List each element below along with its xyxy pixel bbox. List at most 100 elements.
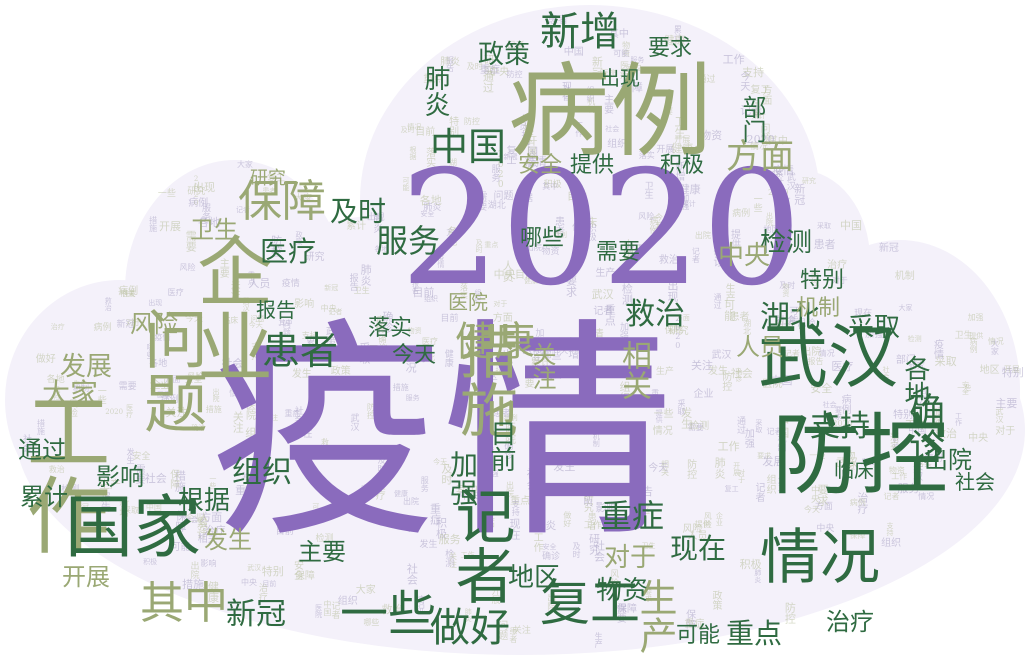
filler-word: 社会: [525, 468, 539, 491]
filler-word: 疫情: [154, 333, 171, 342]
filler-word: 工作: [460, 550, 475, 559]
filler-word: 医疗: [617, 61, 628, 80]
filler-word: 采取: [817, 222, 832, 231]
word-qingkuang: 情况: [760, 523, 880, 593]
filler-word: 出院: [525, 242, 542, 252]
filler-word: 人员: [501, 259, 515, 282]
filler-word: 可能: [722, 298, 736, 321]
filler-word: 今天: [626, 340, 645, 351]
filler-word: 重点: [423, 74, 444, 86]
filler-word: 大家: [355, 585, 376, 597]
filler-word: 措施: [148, 215, 158, 232]
filler-word: 病例: [93, 323, 112, 334]
filler-word: 治疗: [50, 322, 65, 331]
filler-word: 积极: [143, 557, 158, 566]
filler-word: 武汉: [994, 406, 1004, 423]
filler-word: 中国: [908, 426, 927, 437]
filler-word: 情况: [818, 349, 835, 359]
filler-word: 确诊: [711, 245, 725, 268]
filler-word: 记者: [753, 481, 765, 502]
filler-word: 复工: [503, 145, 515, 166]
filler-word: 可能: [613, 48, 630, 58]
filler-word: 肺炎: [753, 569, 762, 584]
filler-word: 累计: [346, 221, 367, 233]
filler-word: 国家: [249, 494, 258, 509]
filler-word: 湖北: [448, 158, 458, 175]
word-yingxiang: 影响: [96, 463, 144, 491]
filler-word: 一些: [95, 386, 106, 405]
filler-word: 卫生: [673, 116, 687, 139]
filler-word: 目前: [415, 126, 436, 138]
filler-word: 疫情: [373, 314, 384, 333]
filler-word: 今天: [803, 504, 820, 514]
filler-word: 中国: [563, 47, 584, 59]
filler-word: 提供: [694, 519, 711, 529]
filler-word: 情况: [987, 336, 1004, 346]
filler-word: 相关: [197, 533, 218, 545]
filler-word: 服务: [405, 393, 420, 402]
filler-word: 患者: [493, 408, 512, 419]
filler-word: 特别: [261, 564, 284, 578]
filler-word: 复工: [267, 173, 286, 184]
word-chuyuan: 出院: [924, 446, 972, 474]
filler-word: 记者: [740, 103, 763, 117]
filler-word: 发生: [126, 447, 136, 464]
filler-word: 大家: [407, 351, 430, 365]
filler-word: 武汉: [625, 64, 642, 74]
word-keneng: 可能: [676, 623, 721, 648]
filler-word: 工作: [574, 121, 584, 138]
filler-word: 工作: [954, 412, 963, 427]
filler-word: 保障: [664, 325, 683, 336]
filler-word: 防控: [269, 235, 283, 258]
filler-word: 主要: [217, 257, 229, 278]
filler-word: 对于: [623, 243, 646, 257]
word-jizhi: 机制: [796, 296, 841, 321]
filler-word: 措施: [205, 405, 222, 415]
filler-word: 发生: [679, 406, 693, 429]
filler-word: 开展: [674, 135, 691, 145]
word-zhongdian: 重点: [726, 617, 783, 650]
filler-word: 服务: [630, 55, 645, 64]
filler-word: 研究: [187, 186, 206, 197]
word-bumen: 部门: [738, 95, 766, 143]
filler-word: 保障: [354, 445, 375, 457]
filler-word: 主要: [665, 100, 674, 115]
filler-word: 工作: [531, 531, 543, 552]
filler-word: 落实: [423, 147, 435, 168]
filler-word: 机制: [592, 432, 601, 447]
filler-word: 治疗: [256, 582, 267, 601]
filler-word: 措施: [36, 418, 46, 435]
filler-word: 可能: [779, 197, 790, 216]
filler-word: 肺炎: [464, 607, 473, 622]
filler-word: 物资: [842, 449, 854, 470]
filler-word: 及时: [377, 456, 387, 473]
filler-word: 措施: [561, 370, 578, 380]
word-yiliao: 医疗: [260, 235, 317, 268]
filler-word: 医院: [601, 68, 616, 77]
filler-word: 记者: [766, 426, 783, 436]
filler-word: 风险: [797, 318, 816, 329]
filler-word: 开展: [489, 586, 500, 605]
word-anquan: 安全: [518, 153, 563, 178]
filler-word: 支持: [742, 65, 765, 79]
filler-word: 保障: [616, 603, 637, 615]
filler-word: 安全: [242, 477, 254, 498]
filler-word: 其中: [278, 318, 293, 327]
filler-word: 生产: [655, 366, 674, 377]
filler-word: 武汉: [242, 296, 251, 311]
filler-word: 现在: [532, 345, 542, 362]
filler-word: 问题: [495, 619, 507, 640]
filler-word: 出现: [665, 280, 679, 303]
filler-word: 现在: [508, 518, 522, 541]
filler-word: 主要: [995, 397, 1018, 411]
filler-word: 报告: [98, 491, 110, 512]
filler-word: 情况: [591, 328, 605, 351]
filler-word: 出院: [765, 211, 774, 226]
filler-word: 防控: [366, 402, 376, 419]
filler-word: 影响: [581, 488, 592, 507]
filler-word: 新增: [673, 161, 685, 182]
word-jishi: 及时: [330, 195, 387, 228]
filler-word: 各地: [149, 358, 168, 369]
word-zhiliao: 治疗: [826, 608, 874, 636]
filler-word: 影响: [595, 501, 618, 514]
